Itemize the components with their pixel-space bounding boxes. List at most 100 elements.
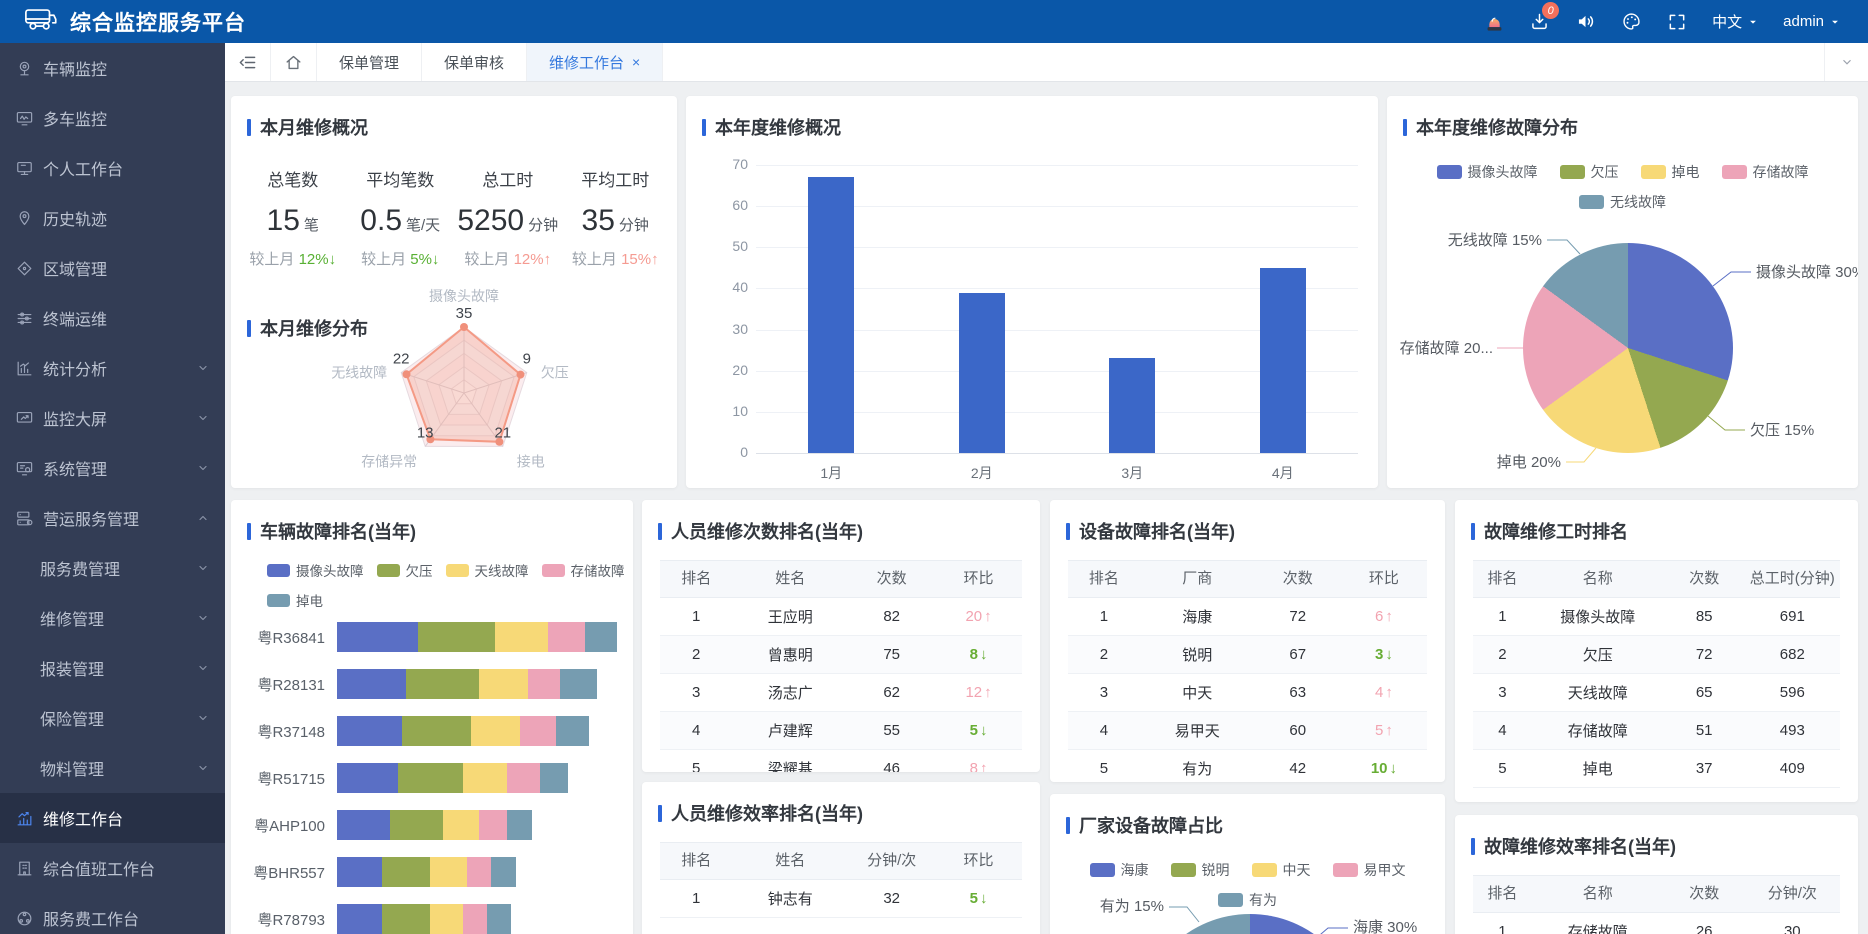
sidebar-item-报装管理[interactable]: 报装管理 [0, 643, 225, 693]
stacked-bar-row-粤R36841: 粤R36841 [251, 622, 617, 652]
cell: 26 [1664, 913, 1745, 934]
theme-palette-icon[interactable] [1621, 11, 1642, 32]
legend-item-中天[interactable]: 中天 [1252, 860, 1311, 880]
sidebar-item-监控大屏[interactable]: 监控大屏 [0, 393, 225, 443]
bar-segment-摄像头故障 [337, 904, 382, 934]
sidebar-item-历史轨迹[interactable]: 历史轨迹 [0, 193, 225, 243]
sidebar-item-label: 车辆监控 [43, 56, 107, 80]
legend-item-天线故障[interactable]: 天线故障 [446, 560, 529, 580]
fullscreen-icon[interactable] [1667, 12, 1687, 32]
alarm-siren-icon[interactable] [1485, 11, 1504, 33]
svg-text:无线故障 15%: 无线故障 15% [1448, 231, 1542, 249]
sidebar-item-区域管理[interactable]: 区域管理 [0, 243, 225, 293]
svg-text:摄像头故障 30%: 摄像头故障 30% [1756, 263, 1858, 281]
topbar: 综合监控服务平台 0 [0, 0, 1868, 43]
stacked-bar-row-粤R78793: 粤R78793 [251, 904, 617, 934]
stat-compare: 较上月 5%↓ [347, 248, 455, 269]
trend-cell: 8↓ [935, 636, 1022, 674]
bar-chart: 0102030405060701月2月3月4月 [702, 142, 1362, 482]
sidebar-item-服务费管理[interactable]: 服务费管理 [0, 543, 225, 593]
multi-vehicle-monitor-icon [14, 108, 34, 128]
sidebar: 车辆监控 多车监控 个人工作台 历史轨迹 区域管理 终端运维 统计分析 监控大屏 [0, 43, 225, 934]
volume-icon[interactable] [1575, 11, 1596, 32]
tab-保单审核[interactable]: 保单审核 [422, 43, 527, 81]
column-header: 总工时(分钟) [1745, 561, 1840, 598]
bar-4月 [1260, 268, 1306, 453]
radar-chart: 359211322摄像头故障欠压接电存储异常无线故障 [267, 286, 677, 488]
legend-item-锐明[interactable]: 锐明 [1171, 860, 1230, 880]
legend-item-摄像头故障[interactable]: 摄像头故障 [1437, 162, 1538, 182]
bar-1月 [808, 177, 854, 453]
bar-segment-欠压 [382, 857, 431, 887]
card-factory-fault-share: 厂家设备故障占比 海康锐明中天易甲文有为 海康 30%有为 15% [1050, 794, 1445, 934]
legend-item-欠压[interactable]: 欠压 [1560, 162, 1619, 182]
legend-item-存储故障[interactable]: 存储故障 [1722, 162, 1809, 182]
sidebar-item-终端运维[interactable]: 终端运维 [0, 293, 225, 343]
sidebar-item-label: 营运服务管理 [43, 506, 139, 530]
trend-cell: 3↓ [1341, 636, 1427, 674]
table-row: 3天线故障65596 [1473, 674, 1840, 712]
sidebar-item-服务费工作台[interactable]: 服务费工作台 [0, 893, 225, 934]
sidebar-item-营运服务管理[interactable]: 营运服务管理 [0, 493, 225, 543]
stat-label: 平均工时 [562, 166, 670, 191]
svg-text:存储故障 20...: 存储故障 20... [1400, 339, 1493, 357]
download-icon[interactable]: 0 [1529, 11, 1550, 32]
tabs: 保单管理 保单审核 维修工作台× [317, 43, 663, 81]
sidebar-item-综合值班工作台[interactable]: 综合值班工作台 [0, 843, 225, 893]
legend-item-欠压[interactable]: 欠压 [377, 560, 433, 580]
legend-item-掉电[interactable]: 掉电 [267, 590, 323, 610]
legend-item-掉电[interactable]: 掉电 [1641, 162, 1700, 182]
cell: 海康 [1140, 598, 1255, 636]
cell: 钟志有 [732, 880, 848, 918]
legend-item-存储故障[interactable]: 存储故障 [542, 560, 625, 580]
legend-swatch [1579, 195, 1604, 209]
cell: 37 [1664, 750, 1745, 788]
sidebar-item-系统管理[interactable]: 系统管理 [0, 443, 225, 493]
sidebar-item-保险管理[interactable]: 保险管理 [0, 693, 225, 743]
sidebar-item-label: 维修工作台 [43, 806, 123, 830]
stat-总工时: 总工时 5250分钟 较上月 12%↑ [454, 166, 562, 269]
user-menu[interactable]: admin [1783, 13, 1840, 30]
language-selector[interactable]: 中文 [1712, 11, 1758, 32]
bar-2月 [959, 293, 1005, 454]
close-tab-icon[interactable]: × [632, 54, 640, 70]
bar-segment-存储故障 [507, 763, 539, 793]
stat-compare: 较上月 12%↑ [454, 248, 562, 269]
legend-item-摄像头故障[interactable]: 摄像头故障 [267, 560, 364, 580]
sidebar-item-多车监控[interactable]: 多车监控 [0, 93, 225, 143]
sidebar-item-label: 历史轨迹 [43, 206, 107, 230]
sidebar-item-个人工作台[interactable]: 个人工作台 [0, 143, 225, 193]
sidebar-item-物料管理[interactable]: 物料管理 [0, 743, 225, 793]
chevron-down-icon [197, 362, 209, 374]
sidebar-item-统计分析[interactable]: 统计分析 [0, 343, 225, 393]
card-year-fault-distribution: 本年度维修故障分布 摄像头故障欠压掉电存储故障无线故障 摄像头故障 30%欠压 … [1387, 96, 1858, 488]
tabbar-chevron-down-icon[interactable] [1824, 43, 1868, 81]
trend-cell: 5↓ [935, 880, 1022, 918]
table-row: 3汤志广6212↑ [660, 674, 1022, 712]
stat-value: 5250分钟 [454, 204, 562, 238]
sidebar-item-维修工作台[interactable]: 维修工作台 [0, 793, 225, 843]
stat-compare: 较上月 15%↑ [562, 248, 670, 269]
stat-总笔数: 总笔数 15笔 较上月 12%↓ [239, 166, 347, 269]
tab-保单管理[interactable]: 保单管理 [317, 43, 422, 81]
bar-segment-摄像头故障 [337, 622, 418, 652]
title-bar [247, 320, 251, 337]
bar-3月 [1109, 358, 1155, 453]
tab-维修工作台[interactable]: 维修工作台× [527, 43, 663, 81]
legend-item-无线故障[interactable]: 无线故障 [1579, 192, 1666, 212]
sidebar-item-车辆监控[interactable]: 车辆监控 [0, 43, 225, 93]
card-title: 车辆故障排名(当年) [231, 500, 633, 544]
home-icon[interactable] [271, 43, 317, 81]
cell: 3 [660, 674, 732, 712]
table-row: 3中天634↑ [1068, 674, 1427, 712]
cell: 4 [1068, 712, 1140, 750]
svg-text:21: 21 [494, 424, 511, 441]
pie-legend: 摄像头故障 欠压 掉电 存储故障无线故障 [1387, 162, 1858, 212]
legend-item-易甲文[interactable]: 易甲文 [1333, 860, 1406, 880]
collapse-sidebar-icon[interactable] [225, 43, 271, 81]
vehicle-label: 粤R37148 [251, 721, 337, 742]
sidebar-item-维修管理[interactable]: 维修管理 [0, 593, 225, 643]
bar-segment-摄像头故障 [337, 857, 382, 887]
legend-item-有为[interactable]: 有为 [1218, 890, 1277, 910]
legend-item-海康[interactable]: 海康 [1090, 860, 1149, 880]
